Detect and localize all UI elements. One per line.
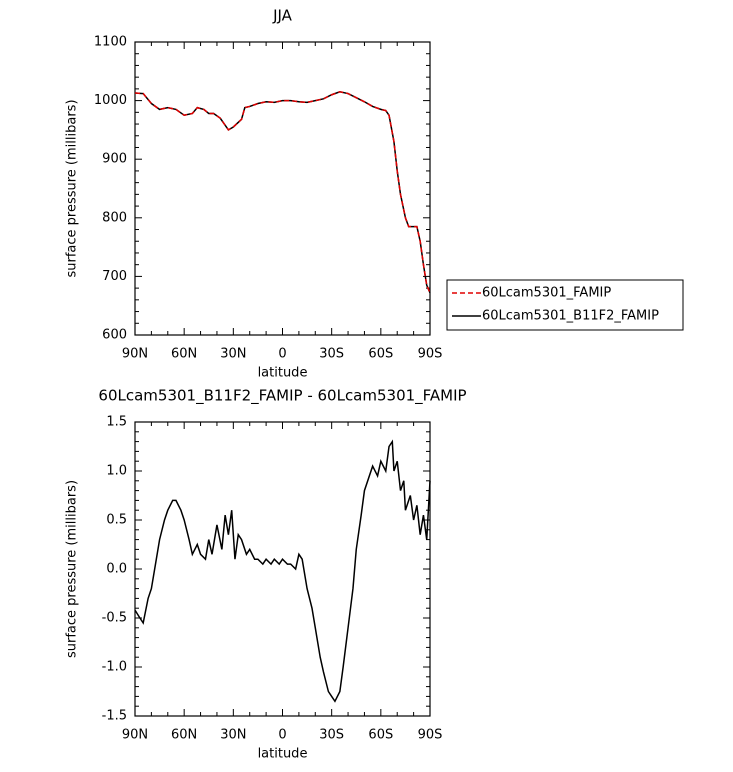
y-tick-label: 1000 <box>94 93 127 108</box>
y-tick-label: 1.5 <box>106 415 127 430</box>
plot-frame <box>134 41 431 336</box>
x-tick-label: 90N <box>122 347 148 362</box>
x-tick-label: 30S <box>319 728 344 743</box>
y-tick-label: 1.0 <box>106 464 127 479</box>
y-axis-label: surface pressure (millibars) <box>65 99 80 277</box>
x-axis-label: latitude <box>258 366 308 381</box>
x-tick-label: 90S <box>418 728 443 743</box>
x-tick-label: 30S <box>319 347 344 362</box>
series-line <box>134 91 431 294</box>
chart-title: JJA <box>272 7 293 25</box>
y-tick-label: 700 <box>102 269 127 284</box>
y-tick-label: 800 <box>102 210 127 225</box>
legend-label: 60Lcam5301_FAMIP <box>482 286 611 301</box>
y-tick-label: -1.0 <box>102 660 127 675</box>
x-tick-label: 0 <box>278 728 286 743</box>
y-tick-label: -0.5 <box>102 611 127 626</box>
x-tick-label: 60N <box>171 347 197 362</box>
chart-title: 60Lcam5301_B11F2_FAMIP - 60Lcam5301_FAMI… <box>98 387 466 406</box>
x-tick-label: 30N <box>220 728 246 743</box>
y-tick-label: 1100 <box>94 35 127 50</box>
series-line <box>134 91 431 294</box>
y-tick-label: 600 <box>102 328 127 343</box>
series-line <box>134 439 431 703</box>
x-tick-label: 60S <box>368 728 393 743</box>
y-tick-label: 900 <box>102 152 127 167</box>
y-axis-label: surface pressure (millibars) <box>65 480 80 658</box>
x-tick-label: 30N <box>220 347 246 362</box>
y-tick-label: 0.0 <box>106 562 127 577</box>
x-tick-label: 90S <box>418 347 443 362</box>
y-tick-label: 0.5 <box>106 513 127 528</box>
x-tick-label: 90N <box>122 728 148 743</box>
legend-label: 60Lcam5301_B11F2_FAMIP <box>482 309 659 324</box>
y-tick-label: -1.5 <box>102 709 127 724</box>
x-tick-label: 60S <box>368 347 393 362</box>
legend-box <box>446 279 684 331</box>
x-tick-label: 60N <box>171 728 197 743</box>
x-tick-label: 0 <box>278 347 286 362</box>
x-axis-label: latitude <box>258 747 308 762</box>
